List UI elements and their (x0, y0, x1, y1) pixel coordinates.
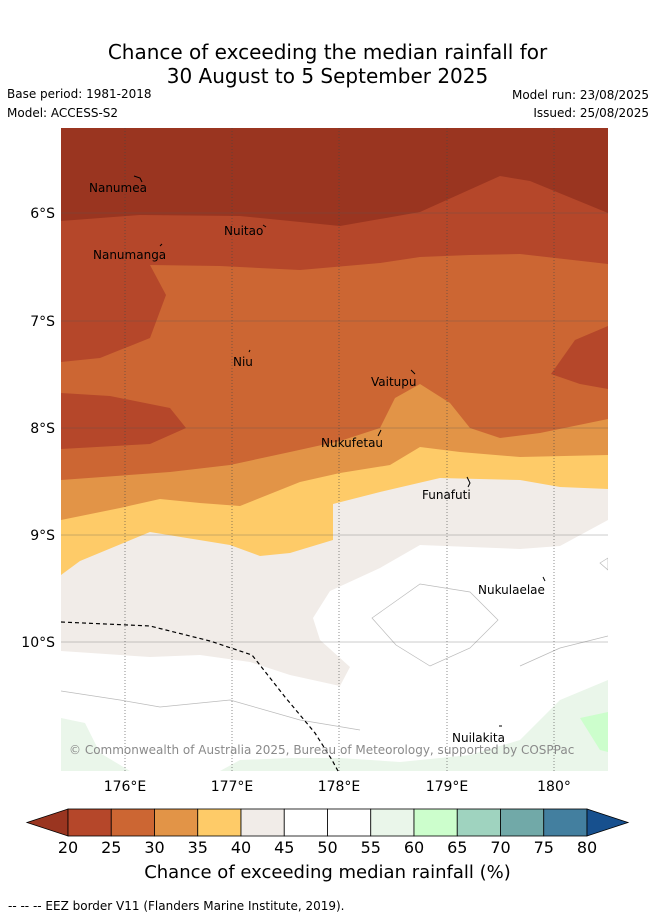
label-nanumanga: Nanumanga (93, 248, 166, 262)
colorbar-tick-label: 45 (274, 838, 294, 857)
colorbar-segment (413, 808, 458, 837)
colorbar-tick-label: 80 (577, 838, 597, 857)
band-25-30-pocket-east (551, 326, 608, 389)
lon-tick: 180° (537, 779, 571, 795)
band-55-60-sw (61, 718, 130, 771)
title-line-2: 30 August to 5 September 2025 (166, 64, 489, 88)
colorbar-tick-label: 20 (58, 838, 78, 857)
colorbar-tick-label: 50 (317, 838, 337, 857)
colorbar-tick-label: 55 (361, 838, 381, 857)
band-55-60-south (220, 680, 608, 771)
colorbar-tick-label: 60 (404, 838, 424, 857)
label-niu: Niu (233, 355, 253, 369)
colorbar-tick-label: 25 (101, 838, 121, 857)
graticule (124, 128, 555, 771)
colorbar-segment (110, 808, 155, 837)
colorbar-tick-label: 30 (144, 838, 164, 857)
contour-line (61, 690, 361, 731)
label-nanumea: Nanumea (89, 181, 147, 195)
contour-line-edge (599, 557, 608, 571)
title-line-1: Chance of exceeding the median rainfall … (107, 40, 548, 64)
map-title: Chance of exceeding the median rainfall … (0, 40, 655, 88)
lat-tick: 10°S (21, 635, 55, 651)
latitude-tick-labels: 6°S 7°S 8°S 9°S 10°S (21, 206, 55, 651)
base-period: Base period: 1981-2018 (7, 87, 152, 101)
contour-line-east (519, 635, 608, 667)
colorbar-segment (67, 808, 112, 837)
colorbar-segment (240, 808, 285, 837)
lon-tick: 178°E (318, 779, 361, 795)
issued-date: Issued: 25/08/2025 (533, 106, 649, 120)
contour-line-closed (371, 583, 499, 667)
lat-tick: 7°S (30, 314, 55, 330)
label-funafuti: Funafuti (422, 488, 471, 502)
colorbar-segment (370, 808, 415, 837)
colorbar-tick-label: 35 (188, 838, 208, 857)
colorbar-title: Chance of exceeding median rainfall (%) (144, 862, 511, 883)
eez-border (60, 621, 339, 772)
band-25-30-pocket-west (61, 393, 186, 449)
model-run: Model run: 23/08/2025 (511, 88, 649, 102)
colorbar (25, 808, 630, 837)
colorbar-tick-label: 40 (231, 838, 251, 857)
colorbar-segment (543, 808, 588, 837)
colorbar-segment (500, 808, 545, 837)
colorbar-tick-label: 70 (490, 838, 510, 857)
colorbar-segment (154, 808, 199, 837)
colorbar-segment (197, 808, 242, 837)
colorbar-extend-low (25, 808, 69, 837)
band-60-65 (580, 712, 608, 752)
eez-footnote: -- -- -- EEZ border V11 (Flanders Marine… (8, 899, 345, 913)
colorbar-extend-high (586, 808, 630, 837)
colorbar-segment (456, 808, 501, 837)
lat-tick: 9°S (30, 528, 55, 544)
lon-tick: 179°E (426, 779, 469, 795)
label-nukulaelae: Nukulaelae (478, 583, 545, 597)
lon-tick: 177°E (211, 779, 254, 795)
colorbar-segment (327, 808, 372, 837)
band-50-55 (61, 520, 608, 771)
latitude-lines (61, 212, 608, 643)
probability-contours (61, 128, 608, 771)
model-name: Model: ACCESS-S2 (7, 106, 119, 120)
island-labels: Nanumea Nuitao Nanumanga Niu Vaitupu Nuk… (89, 181, 545, 745)
label-vaitupu: Vaitupu (371, 375, 417, 389)
label-nuilakita: Nuilakita (452, 731, 505, 745)
lon-tick: 176°E (104, 779, 147, 795)
lat-tick: 6°S (30, 206, 55, 222)
copyright-notice: © Commonwealth of Australia 2025, Bureau… (69, 743, 574, 757)
colorbar-tick-labels: 20 25 30 35 40 45 50 55 60 65 70 75 80 (58, 838, 597, 857)
colorbar-segment (283, 808, 328, 837)
longitude-tick-labels: 176°E 177°E 178°E 179°E 180° (104, 779, 571, 795)
colorbar-tick-label: 65 (447, 838, 467, 857)
colorbar-tick-label: 75 (534, 838, 554, 857)
label-nukufetau: Nukufetau (321, 436, 383, 450)
label-nuitao: Nuitao (224, 224, 263, 238)
island-shapes (133, 175, 546, 727)
lat-tick: 8°S (30, 421, 55, 437)
